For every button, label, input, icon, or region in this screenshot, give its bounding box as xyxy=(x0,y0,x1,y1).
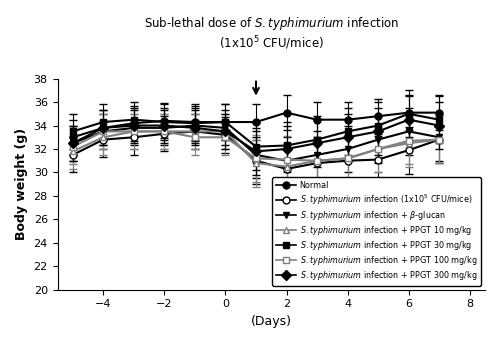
Y-axis label: Body weight (g): Body weight (g) xyxy=(15,128,28,240)
Title: Sub-lethal dose of $\it{S.typhimurium}$ infection
(1x10$^5$ CFU/mice): Sub-lethal dose of $\it{S.typhimurium}$ … xyxy=(144,15,399,52)
X-axis label: (Days): (Days) xyxy=(251,315,292,328)
Legend: Normal, $\it{S.typhimurium}$ infection (1x10$^5$ CFU/mice), $\it{S.typhimurium}$: Normal, $\it{S.typhimurium}$ infection (… xyxy=(272,177,481,286)
